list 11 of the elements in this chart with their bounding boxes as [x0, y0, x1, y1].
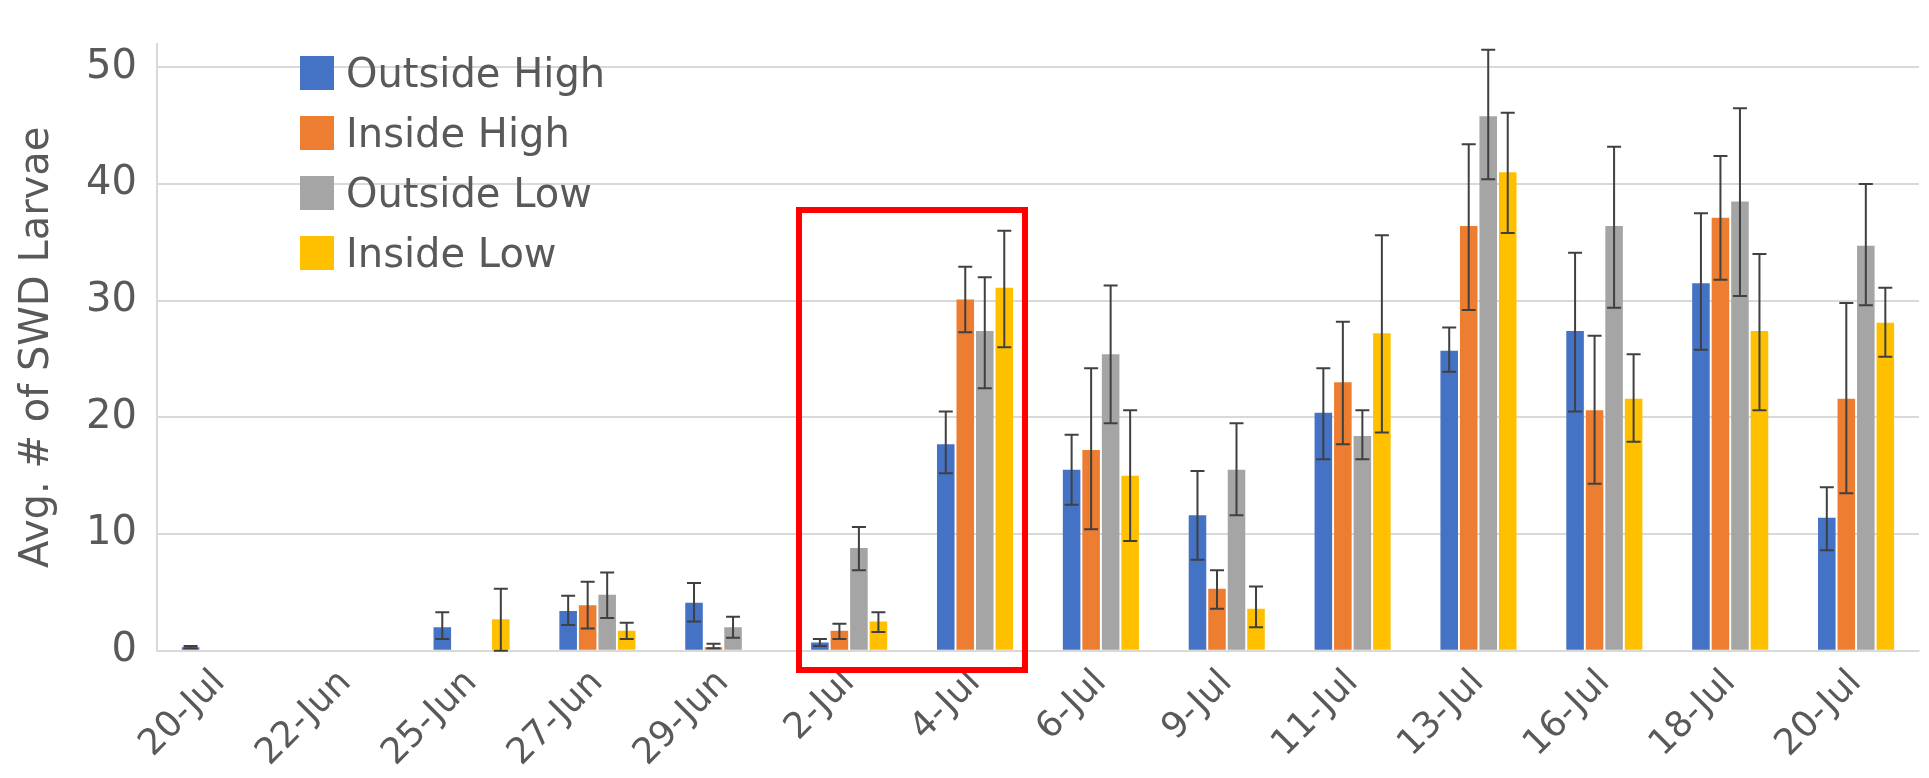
y-tick-label: 20	[85, 390, 137, 437]
y-tick-label: 30	[85, 274, 137, 321]
y-tick-label: 0	[111, 624, 137, 671]
y-tick-label: 10	[85, 507, 137, 554]
legend-label: Inside High	[346, 110, 570, 156]
legend-label: Inside Low	[346, 230, 557, 276]
y-tick-label: 40	[85, 157, 137, 204]
legend-label: Outside High	[346, 50, 606, 96]
y-axis-title: Avg. # of SWD Larvae	[11, 126, 58, 569]
y-tick-label: 50	[85, 40, 137, 87]
legend-label: Outside Low	[346, 170, 592, 216]
